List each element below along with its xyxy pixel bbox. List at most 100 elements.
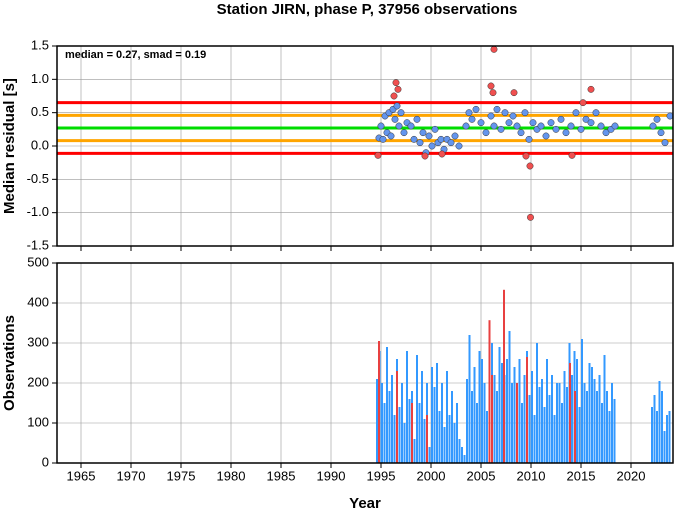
bar: [551, 375, 553, 463]
point: [487, 112, 495, 120]
point: [438, 150, 446, 158]
bar: [493, 375, 496, 463]
bar: [458, 439, 461, 463]
y-tick-label: 0: [42, 454, 49, 469]
point: [428, 142, 436, 150]
point: [390, 92, 398, 100]
point: [592, 109, 600, 117]
bar: [663, 431, 666, 463]
bar: [556, 383, 558, 463]
x-tick-label: 2005: [467, 468, 496, 483]
bar: [569, 363, 571, 463]
bar: [426, 415, 428, 463]
bar: [418, 403, 421, 463]
point: [413, 115, 421, 123]
bar: [538, 387, 541, 463]
bar: [598, 375, 601, 463]
bar: [411, 403, 413, 463]
bar: [483, 383, 486, 463]
bar: [588, 363, 591, 463]
point: [374, 151, 382, 159]
point: [477, 119, 485, 127]
bar: [606, 391, 608, 463]
bar: [473, 367, 476, 463]
bar: [658, 381, 661, 463]
point: [509, 112, 517, 120]
point: [517, 129, 525, 137]
bar: [396, 371, 398, 463]
point: [579, 99, 587, 107]
point: [490, 122, 498, 130]
x-tick-label: 1970: [117, 468, 146, 483]
bar: [436, 363, 438, 463]
bar: [566, 387, 568, 463]
bar: [383, 403, 386, 463]
point: [562, 129, 570, 137]
point: [653, 115, 661, 123]
bar: [581, 339, 583, 463]
bar: [563, 371, 566, 463]
bar: [441, 383, 443, 463]
point: [513, 122, 521, 130]
point: [577, 125, 585, 133]
annotation: median = 0.27, smad = 0.19: [65, 49, 206, 61]
bar: [531, 371, 533, 463]
bar: [376, 379, 378, 463]
bar: [378, 341, 380, 463]
bar: [508, 331, 511, 463]
bar: [574, 391, 576, 463]
point: [395, 122, 403, 130]
point: [657, 129, 665, 137]
point: [602, 129, 610, 137]
point: [557, 115, 565, 123]
bar: [571, 375, 573, 463]
y-tick-label: -0.5: [27, 171, 49, 186]
point: [572, 109, 580, 117]
bar: [401, 383, 403, 463]
bar: [463, 455, 466, 463]
bar: [478, 351, 481, 463]
y-tick-label: -1.0: [27, 204, 49, 219]
bar: [388, 391, 391, 463]
bar: [466, 379, 468, 463]
bar: [391, 375, 393, 463]
bar: [591, 367, 593, 463]
point: [400, 129, 408, 137]
x-tick-label: 1995: [367, 468, 396, 483]
point: [526, 162, 534, 170]
y-tick-label: 400: [27, 294, 49, 309]
bar: [468, 335, 471, 463]
bar: [553, 415, 556, 463]
point: [510, 89, 518, 97]
point: [482, 129, 490, 137]
point: [425, 132, 433, 140]
point: [451, 132, 459, 140]
bar: [433, 387, 436, 463]
y-tick-label: 200: [27, 374, 49, 389]
y-tick-label: 300: [27, 334, 49, 349]
point: [567, 122, 575, 130]
point: [497, 125, 505, 133]
bar: [406, 351, 408, 463]
plot-frame: [56, 262, 674, 464]
bar: [511, 383, 513, 463]
bar: [546, 359, 548, 463]
point: [587, 119, 595, 127]
point: [455, 142, 463, 150]
point: [468, 115, 476, 123]
point: [472, 105, 480, 113]
bar: [486, 411, 488, 463]
bar: [653, 395, 656, 463]
point: [493, 105, 501, 113]
bar: [613, 399, 616, 463]
bar: [496, 391, 498, 463]
bar: [506, 359, 508, 463]
y-tick-label: 500: [27, 254, 49, 269]
point: [387, 132, 395, 140]
bar: [523, 375, 526, 463]
x-axis-title: Year: [349, 495, 381, 511]
point: [666, 112, 674, 120]
bar: [601, 403, 603, 463]
bar: [443, 427, 446, 463]
